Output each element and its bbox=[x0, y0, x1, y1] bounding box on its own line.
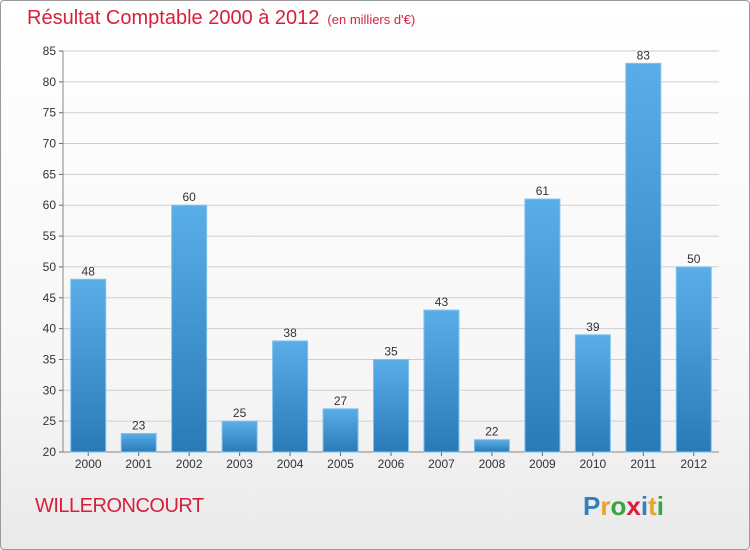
y-tick-label: 85 bbox=[43, 44, 57, 58]
x-tick-label-2007: 2007 bbox=[428, 457, 455, 471]
logo-letter: x bbox=[626, 491, 641, 521]
bar-2008 bbox=[473, 439, 510, 453]
bar-2005 bbox=[322, 408, 359, 453]
y-tick-label: 55 bbox=[43, 229, 57, 243]
bar-2000 bbox=[70, 278, 107, 453]
chart-subtitle: (en milliers d'€) bbox=[327, 12, 416, 27]
y-tick-label: 70 bbox=[43, 137, 57, 151]
bar-2004 bbox=[272, 340, 309, 453]
bar-2003 bbox=[221, 420, 258, 453]
logo-letter: o bbox=[610, 491, 627, 521]
y-tick-label: 40 bbox=[43, 322, 57, 336]
proxiti-logo: Proxiti bbox=[583, 491, 664, 522]
logo-letter: i bbox=[656, 491, 664, 521]
y-tick-label: 75 bbox=[43, 106, 57, 120]
x-tick-label-2010: 2010 bbox=[579, 457, 606, 471]
data-label-2008: 22 bbox=[485, 425, 499, 439]
labels-layer: 20 25 30 35 40 45 50 55 60 65 70 75 80 85 48 2000 23 2001… bbox=[43, 44, 708, 471]
logo-letter: t bbox=[648, 491, 657, 521]
data-label-2005: 27 bbox=[334, 394, 348, 408]
bar-2012 bbox=[675, 266, 712, 453]
data-label-2000: 48 bbox=[82, 264, 96, 278]
logo-letter: P bbox=[583, 491, 601, 521]
bar-2009 bbox=[524, 198, 561, 453]
x-tick-label-2000: 2000 bbox=[75, 457, 102, 471]
bar-2010 bbox=[574, 334, 611, 453]
x-tick-label-2012: 2012 bbox=[680, 457, 707, 471]
x-tick-label-2003: 2003 bbox=[226, 457, 253, 471]
data-label-2001: 23 bbox=[132, 418, 146, 432]
data-label-2009: 61 bbox=[536, 184, 550, 198]
y-tick-label: 35 bbox=[43, 352, 57, 366]
y-tick-label: 50 bbox=[43, 260, 57, 274]
commune-name: WILLERONCOURT bbox=[35, 495, 204, 517]
x-tick-label-2011: 2011 bbox=[630, 457, 656, 471]
bar-2002 bbox=[171, 204, 208, 453]
x-tick-label-2009: 2009 bbox=[529, 457, 556, 471]
x-tick-label-2001: 2001 bbox=[125, 457, 152, 471]
y-tick-label: 80 bbox=[43, 75, 57, 89]
x-tick-label-2008: 2008 bbox=[479, 457, 506, 471]
data-label-2004: 38 bbox=[283, 326, 297, 340]
y-tick-label: 45 bbox=[43, 291, 57, 305]
chart-title: Résultat Comptable 2000 à 2012 (en millie… bbox=[27, 7, 415, 30]
data-label-2002: 60 bbox=[182, 190, 196, 204]
logo-letter: r bbox=[600, 491, 611, 521]
data-label-2012: 50 bbox=[687, 252, 701, 266]
bar-2006 bbox=[373, 358, 409, 453]
x-tick-label-2006: 2006 bbox=[378, 457, 405, 471]
y-tick-label: 30 bbox=[43, 383, 57, 397]
x-tick-label-2004: 2004 bbox=[277, 457, 304, 471]
x-tick-label-2002: 2002 bbox=[176, 457, 203, 471]
data-label-2003: 25 bbox=[233, 406, 247, 420]
data-label-2011: 83 bbox=[637, 48, 651, 62]
x-tick-label-2005: 2005 bbox=[327, 457, 354, 471]
y-tick-label: 60 bbox=[43, 198, 57, 212]
bar-2011 bbox=[625, 62, 662, 453]
logo-letter: i bbox=[640, 491, 649, 521]
bar-2001 bbox=[120, 432, 157, 453]
bar-2007 bbox=[423, 309, 460, 453]
title-text: Résultat Comptable 2000 à 2012 bbox=[27, 7, 320, 29]
data-label-2010: 39 bbox=[586, 320, 600, 334]
y-tick-label: 25 bbox=[43, 414, 57, 428]
bars-layer bbox=[70, 62, 712, 453]
data-label-2007: 43 bbox=[435, 295, 449, 309]
data-label-2006: 35 bbox=[384, 344, 398, 358]
y-tick-label: 20 bbox=[43, 445, 57, 459]
y-tick-label: 65 bbox=[43, 167, 57, 181]
